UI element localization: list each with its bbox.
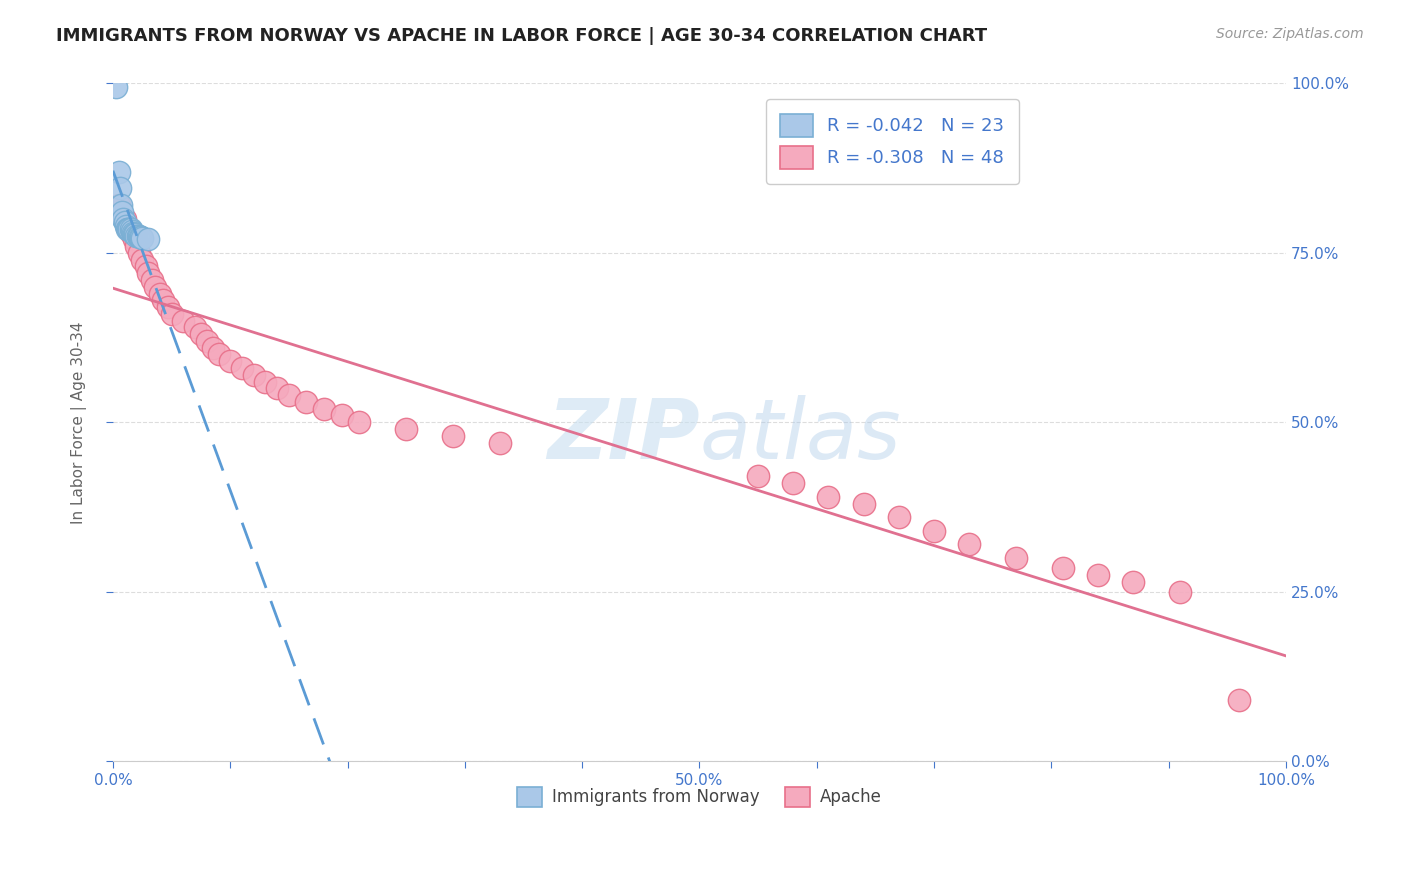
Point [121, 224, 143, 238]
Point [141, 273, 163, 287]
Text: Source: ZipAtlas.com: Source: ZipAtlas.com [1216, 27, 1364, 41]
Point [242, 368, 264, 382]
Point [114, 215, 136, 229]
Point [1052, 561, 1074, 575]
Point [1227, 693, 1250, 707]
Point [136, 266, 159, 280]
Text: IMMIGRANTS FROM NORWAY VS APACHE IN LABOR FORCE | AGE 30-34 CORRELATION CHART: IMMIGRANTS FROM NORWAY VS APACHE IN LABO… [56, 27, 987, 45]
Point [160, 307, 183, 321]
Point [195, 334, 218, 348]
Point [127, 228, 149, 243]
Point [266, 381, 288, 395]
Point [489, 435, 512, 450]
Point [122, 227, 145, 241]
Point [231, 361, 253, 376]
Point [184, 320, 207, 334]
Point [782, 476, 804, 491]
Legend: Immigrants from Norway, Apache: Immigrants from Norway, Apache [510, 780, 889, 814]
Point [254, 375, 277, 389]
Point [115, 222, 138, 236]
Point [395, 422, 418, 436]
Text: atlas: atlas [699, 395, 901, 476]
Point [118, 222, 141, 236]
Point [312, 401, 335, 416]
Point [107, 198, 129, 212]
Point [149, 286, 172, 301]
Point [1005, 550, 1028, 565]
Point [157, 300, 180, 314]
Point [143, 279, 166, 293]
Point [112, 211, 135, 226]
Point [190, 327, 212, 342]
Point [122, 232, 145, 246]
Point [1122, 574, 1144, 589]
Point [135, 260, 157, 274]
Point [219, 354, 242, 368]
Point [349, 415, 371, 429]
Point [172, 313, 194, 327]
Point [108, 181, 131, 195]
Point [152, 293, 174, 308]
Point [747, 469, 769, 483]
Point [207, 347, 229, 361]
Point [201, 341, 224, 355]
Point [887, 510, 910, 524]
Point [330, 409, 353, 423]
Point [295, 395, 318, 409]
Point [128, 228, 150, 243]
Point [441, 429, 464, 443]
Point [129, 230, 152, 244]
Point [115, 219, 138, 233]
Point [852, 497, 875, 511]
Point [129, 230, 152, 244]
Point [136, 232, 159, 246]
Point [105, 79, 128, 94]
Point [922, 524, 945, 538]
Y-axis label: In Labor Force | Age 30-34: In Labor Force | Age 30-34 [72, 321, 87, 524]
Point [125, 228, 148, 243]
Point [115, 219, 138, 233]
Point [125, 239, 148, 253]
Text: ZIP: ZIP [547, 395, 699, 476]
Point [957, 537, 980, 551]
Point [817, 490, 839, 504]
Point [117, 222, 139, 236]
Point [120, 226, 142, 240]
Point [131, 231, 153, 245]
Point [114, 211, 136, 226]
Point [110, 198, 132, 212]
Point [1170, 584, 1192, 599]
Point [277, 388, 299, 402]
Point [128, 245, 150, 260]
Point [131, 252, 153, 267]
Point [1087, 567, 1109, 582]
Point [107, 164, 129, 178]
Point [124, 227, 146, 241]
Point [120, 222, 142, 236]
Point [111, 205, 134, 219]
Point [122, 226, 145, 240]
